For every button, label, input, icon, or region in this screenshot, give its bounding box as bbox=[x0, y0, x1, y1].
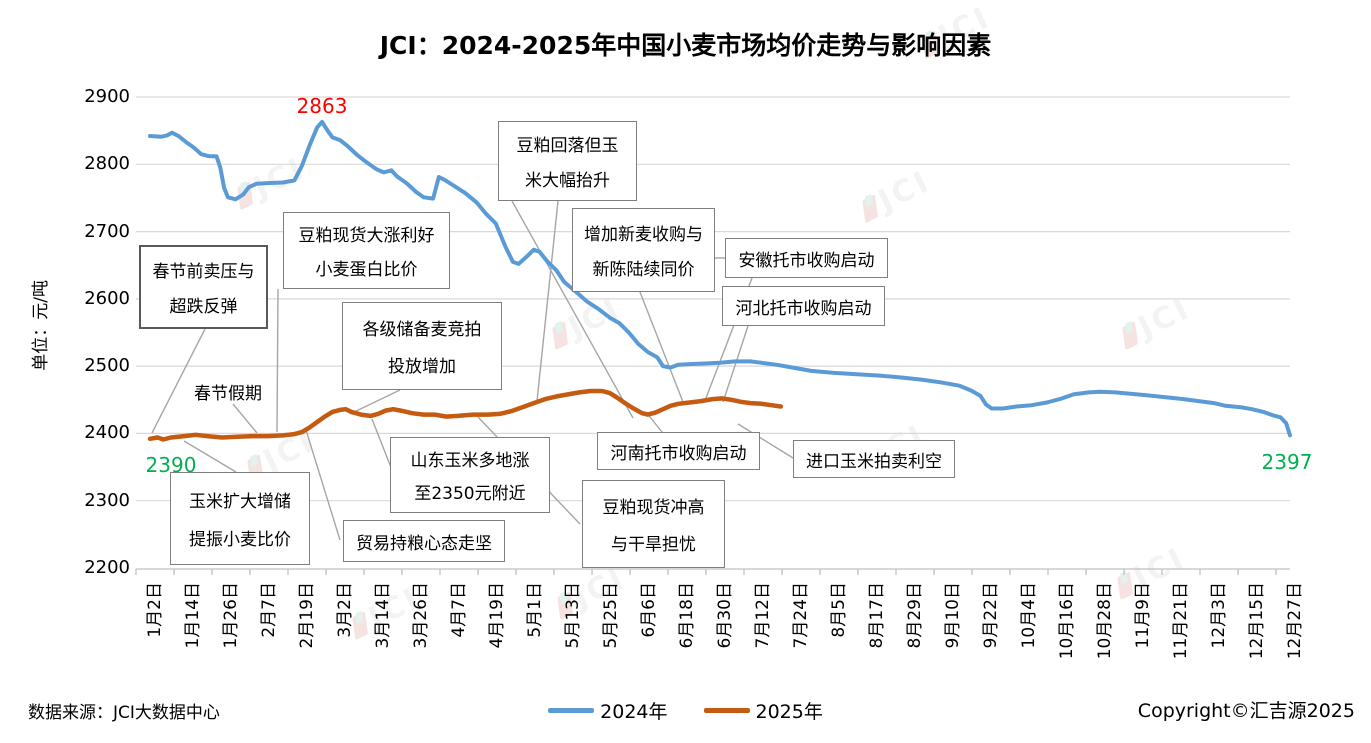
leader-line bbox=[151, 328, 206, 434]
leader-line bbox=[276, 288, 279, 433]
leader-line bbox=[639, 291, 684, 403]
leader-line bbox=[705, 277, 753, 399]
leader-line bbox=[371, 418, 393, 471]
leader-line bbox=[232, 403, 258, 434]
leader-line bbox=[511, 200, 634, 419]
leader-line bbox=[305, 429, 341, 541]
leader-line bbox=[536, 200, 559, 402]
series-line-2024 bbox=[148, 119, 1292, 438]
leader-line bbox=[183, 440, 237, 473]
series-line-2025 bbox=[147, 388, 784, 442]
leader-line bbox=[722, 325, 749, 403]
leader-line bbox=[349, 389, 401, 415]
leader-line bbox=[737, 423, 794, 459]
